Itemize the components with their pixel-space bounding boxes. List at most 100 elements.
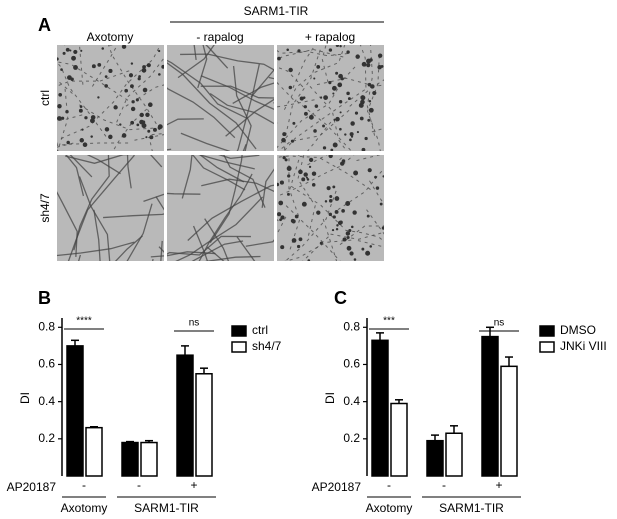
debris <box>57 116 62 121</box>
neurite <box>198 155 255 170</box>
debris <box>141 68 147 73</box>
debris <box>353 258 357 261</box>
neurite <box>151 258 154 261</box>
debris <box>368 107 374 113</box>
neurite <box>302 236 329 261</box>
debris <box>138 75 141 78</box>
bar <box>176 354 194 477</box>
micrograph <box>167 45 274 151</box>
debris <box>331 228 335 232</box>
debris <box>70 77 74 81</box>
debris <box>131 100 135 104</box>
significance-label: **** <box>76 316 92 327</box>
debris <box>91 64 96 69</box>
debris <box>124 88 129 93</box>
debris <box>73 49 78 55</box>
debris <box>113 105 118 110</box>
micrograph-bg <box>57 45 164 151</box>
debris <box>137 77 141 81</box>
neurite <box>167 59 248 119</box>
debris <box>294 214 299 219</box>
debris <box>330 148 334 151</box>
x-tick-label: + <box>495 478 502 492</box>
panel-letter: B <box>38 288 51 308</box>
debris <box>61 116 65 120</box>
debris <box>128 73 134 78</box>
neurite <box>279 155 355 196</box>
micrograph <box>57 155 164 261</box>
debris <box>323 95 328 100</box>
debris <box>335 116 340 122</box>
debris <box>119 123 122 126</box>
debris <box>303 105 307 109</box>
debris <box>337 82 343 88</box>
legend-label: JNKi VIII <box>560 339 607 353</box>
debris <box>367 118 371 122</box>
debris <box>153 128 156 131</box>
row-label: ctrl <box>38 90 52 106</box>
debris <box>350 121 355 126</box>
neurite <box>73 155 110 251</box>
bar <box>140 441 158 477</box>
legend-label: DMSO <box>560 323 596 337</box>
neurite <box>204 255 261 261</box>
debris <box>282 132 287 137</box>
debris <box>139 112 144 118</box>
neurite <box>218 155 260 160</box>
debris <box>337 220 343 226</box>
debris <box>286 48 289 52</box>
debris <box>322 124 325 128</box>
debris <box>368 100 372 103</box>
neurite <box>209 92 274 125</box>
debris <box>311 183 316 187</box>
debris <box>329 194 333 199</box>
micrographs <box>57 45 384 261</box>
debris <box>84 116 88 120</box>
neurite <box>112 103 153 151</box>
debris <box>308 114 314 120</box>
debris <box>319 241 323 245</box>
debris <box>130 84 134 89</box>
debris <box>341 159 346 163</box>
x-row-label: AP20187 <box>7 480 57 494</box>
neurite <box>79 104 164 131</box>
bar <box>195 373 213 477</box>
y-axis-label: DI <box>18 392 32 404</box>
y-tick-label: 0.2 <box>343 431 360 445</box>
y-tick-label: 0.4 <box>38 394 55 408</box>
legend-swatch <box>231 341 247 353</box>
debris <box>328 155 333 159</box>
debris <box>332 142 338 148</box>
debris <box>62 51 66 55</box>
neurite <box>167 251 216 257</box>
neurite <box>277 50 348 57</box>
debris <box>104 84 108 88</box>
debris <box>158 49 161 53</box>
debris <box>280 245 285 250</box>
neurite <box>57 114 83 121</box>
debris <box>147 102 153 108</box>
debris <box>338 100 343 104</box>
group-label: SARM1-TIR <box>439 501 504 515</box>
debris <box>149 135 154 140</box>
debris <box>316 65 321 69</box>
debris <box>320 96 323 99</box>
neurite <box>192 225 209 261</box>
debris <box>73 65 78 70</box>
debris <box>281 137 286 143</box>
neurite <box>69 155 93 178</box>
debris <box>136 123 140 127</box>
column-header: + rapalog <box>305 30 355 44</box>
debris <box>346 50 350 54</box>
neurite <box>125 84 164 107</box>
panel-letter: A <box>38 15 51 35</box>
neurite <box>126 155 132 189</box>
neurite <box>283 49 321 151</box>
debris <box>339 45 342 48</box>
debris <box>316 210 321 215</box>
neurite <box>180 53 274 71</box>
significance-label: ns <box>494 318 505 329</box>
debris <box>381 226 384 230</box>
debris <box>358 102 364 108</box>
neurite <box>167 192 201 195</box>
